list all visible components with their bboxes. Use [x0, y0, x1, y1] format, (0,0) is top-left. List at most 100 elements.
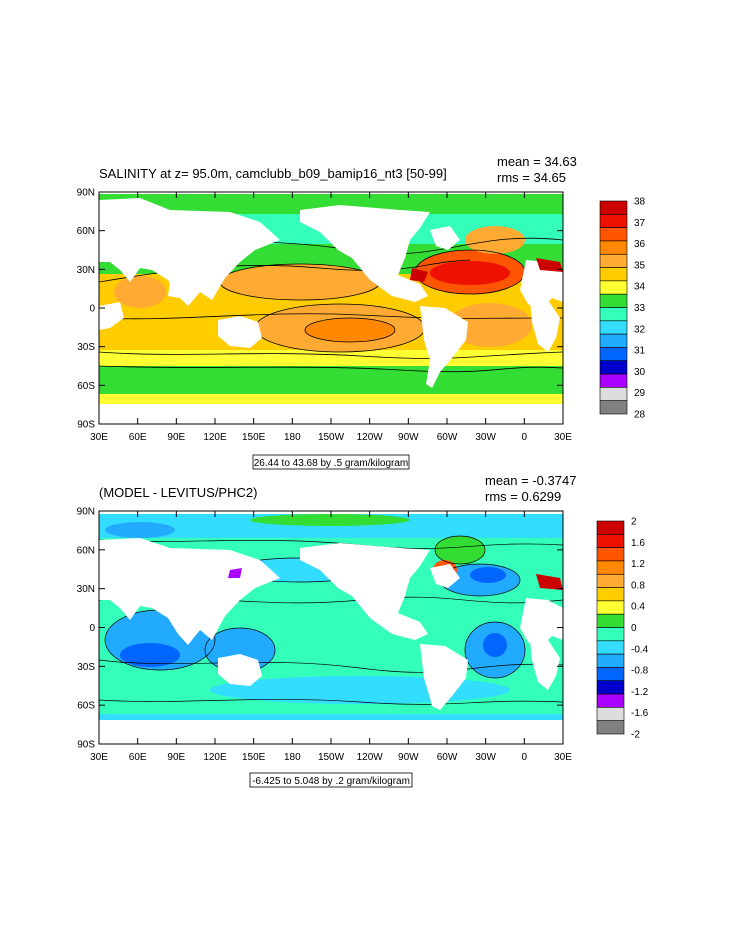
colorbar-swatch — [599, 293, 628, 308]
lat-tick-label: 60S — [77, 381, 95, 392]
colorbar-swatch — [596, 587, 625, 602]
colorbar-label: -2 — [631, 730, 640, 741]
rms-label: rms = 0.6299 — [485, 489, 561, 504]
lon-tick-label: 60E — [129, 752, 147, 763]
colorbar-swatch — [596, 640, 625, 655]
colorbar-swatch — [599, 360, 628, 375]
colorbar-label: 34 — [634, 282, 646, 293]
lat-tick-label: 90S — [77, 740, 95, 751]
difference-map-field — [99, 511, 563, 744]
colorbar-label: 0 — [631, 623, 637, 634]
colorbar-label: -1.6 — [631, 708, 649, 719]
contour-info: 26.44 to 43.68 by .5 gram/kilogram — [254, 458, 409, 469]
rms-label: rms = 34.65 — [497, 170, 566, 185]
lat-tick-label: 30S — [77, 662, 95, 673]
colorbar-label: 1.6 — [631, 538, 645, 549]
mean-label: mean = -0.3747 — [485, 473, 576, 488]
colorbar-swatch — [599, 347, 628, 362]
mean-label: mean = 34.63 — [497, 154, 577, 169]
lon-tick-label: 0 — [522, 752, 528, 763]
colorbar-label: 38 — [634, 197, 646, 208]
lon-tick-label: 60W — [437, 432, 458, 443]
lon-tick-label: 120E — [203, 432, 227, 443]
lat-tick-label: 90N — [77, 188, 95, 199]
lon-tick-label: 30W — [475, 432, 496, 443]
lon-tick-label: 30E — [554, 432, 572, 443]
colorbar-label: 1.2 — [631, 559, 645, 570]
panel-title: (MODEL - LEVITUS/PHC2) — [99, 485, 257, 500]
colorbar-swatch — [596, 693, 625, 708]
lon-tick-label: 30E — [554, 752, 572, 763]
colorbar-label: -0.4 — [631, 644, 649, 655]
lat-tick-label: 30S — [77, 342, 95, 353]
lon-tick-label: 120W — [357, 752, 384, 763]
colorbar-swatch — [599, 253, 628, 268]
colorbar-swatch — [599, 280, 628, 295]
colorbar-label: 37 — [634, 218, 646, 229]
lon-tick-label: 90E — [167, 752, 185, 763]
colorbar-swatch — [596, 547, 625, 562]
lon-tick-label: 90W — [398, 432, 419, 443]
colorbar-swatch — [599, 333, 628, 348]
lon-tick-label: 30E — [90, 432, 108, 443]
lat-tick-label: 90S — [77, 420, 95, 431]
colorbar-label: 33 — [634, 303, 646, 314]
colorbar-swatch — [599, 214, 628, 228]
panel-salinity: SALINITY at z= 95.0m, camclubb_b09_bamip… — [77, 154, 646, 470]
colorbar-label: 35 — [634, 260, 646, 271]
lat-tick-label: 0 — [89, 304, 95, 315]
colorbar-swatch — [596, 534, 625, 548]
panel-title: SALINITY at z= 95.0m, camclubb_b09_bamip… — [99, 166, 447, 181]
colorbar-label: -1.2 — [631, 687, 649, 698]
lon-tick-label: 90W — [398, 752, 419, 763]
colorbar-label: 29 — [634, 388, 646, 399]
colorbar-salinity: 38 37 36 35 34 33 32 31 30 29 28 — [599, 197, 646, 421]
lat-tick-label: 60S — [77, 701, 95, 712]
colorbar-swatch — [599, 267, 628, 282]
lon-tick-label: 180 — [284, 432, 301, 443]
colorbar-label: 0.8 — [631, 580, 645, 591]
colorbar-label: 2 — [631, 517, 637, 528]
contour-info-box — [252, 454, 410, 470]
colorbar-swatch — [599, 373, 628, 388]
lat-tick-label: 30N — [77, 265, 95, 276]
colorbar-swatch — [596, 720, 625, 735]
colorbar-label: 32 — [634, 324, 646, 335]
contour-info: -6.425 to 5.048 by .2 gram/kilogram — [252, 776, 410, 787]
colorbar-label: -0.8 — [631, 666, 649, 677]
colorbar-swatch — [599, 200, 628, 215]
colorbar-label: 0.4 — [631, 602, 645, 613]
colorbar-swatch — [596, 573, 625, 588]
lon-tick-label: 150E — [242, 432, 266, 443]
lon-tick-label: 120W — [357, 432, 384, 443]
lon-tick-label: 30E — [90, 752, 108, 763]
lon-tick-label: 180 — [284, 752, 301, 763]
colorbar-swatch — [599, 240, 628, 255]
lat-tick-label: 60N — [77, 226, 95, 237]
colorbar-swatch — [596, 520, 625, 535]
lon-tick-label: 90E — [167, 432, 185, 443]
lon-tick-label: 60W — [437, 752, 458, 763]
lat-tick-label: 0 — [89, 623, 95, 634]
colorbar-label: 30 — [634, 367, 646, 378]
lon-tick-label: 30W — [475, 752, 496, 763]
lon-tick-label: 60E — [129, 432, 147, 443]
colorbar-swatch — [596, 653, 625, 668]
lon-tick-label: 150E — [242, 752, 266, 763]
colorbar-swatch — [599, 387, 628, 401]
lat-tick-label: 90N — [77, 507, 95, 518]
lat-tick-label: 60N — [77, 545, 95, 556]
lon-tick-label: 150W — [318, 432, 345, 443]
salinity-map-field — [99, 192, 563, 424]
colorbar-swatch — [599, 400, 628, 415]
colorbar-difference: 2 1.6 1.2 0.8 0.4 0 -0.4 -0.8 -1.2 -1.6 -2 — [596, 517, 649, 741]
colorbar-swatch — [596, 667, 625, 682]
colorbar-swatch — [599, 227, 628, 242]
colorbar-swatch — [599, 320, 628, 335]
lon-tick-label: 150W — [318, 752, 345, 763]
panel-difference: (MODEL - LEVITUS/PHC2) mean = -0.3747 rm… — [77, 473, 649, 788]
contour-info-box — [249, 772, 413, 788]
lon-tick-label: 120E — [203, 752, 227, 763]
